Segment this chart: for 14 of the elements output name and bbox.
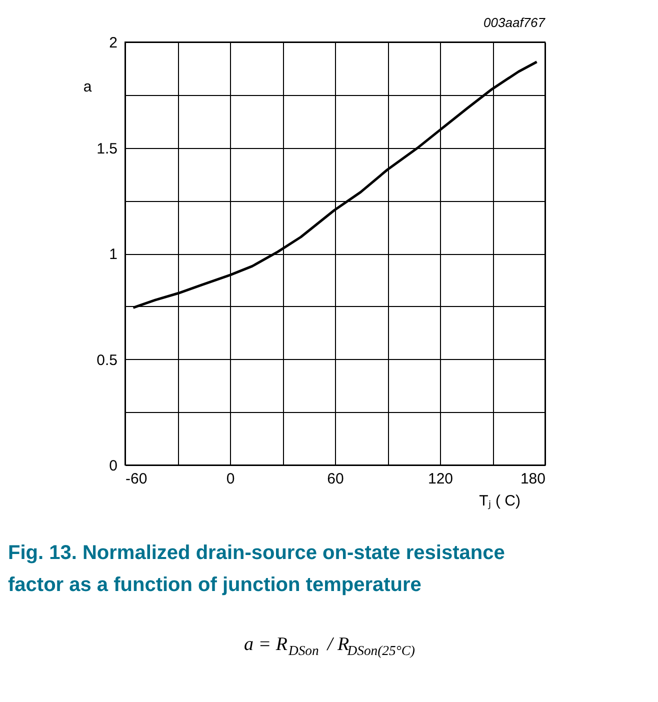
y-tick-label: 0.5 [96, 352, 118, 369]
x-tick-label: 0 [226, 470, 235, 488]
y-tick-label: 1.5 [96, 140, 118, 158]
text: 003aaf767 [484, 15, 546, 30]
x-tick-label: 60 [327, 470, 344, 488]
x-tick-label: 120 [428, 470, 454, 488]
y-tick-label: 0 [109, 458, 118, 474]
y-tick-label: 1 [109, 246, 118, 263]
y-axis-title: a [83, 78, 92, 96]
text: Fig. 13. Normalized drain-source on-state resistance factor as a function of junction temperature [8, 542, 505, 596]
x-tick-label: 180 [520, 470, 546, 488]
y-tick-label: 2 [109, 34, 118, 52]
x-tick-label: -60 [126, 470, 148, 488]
x-axis-title: Tⱼ ( C) [479, 492, 520, 510]
